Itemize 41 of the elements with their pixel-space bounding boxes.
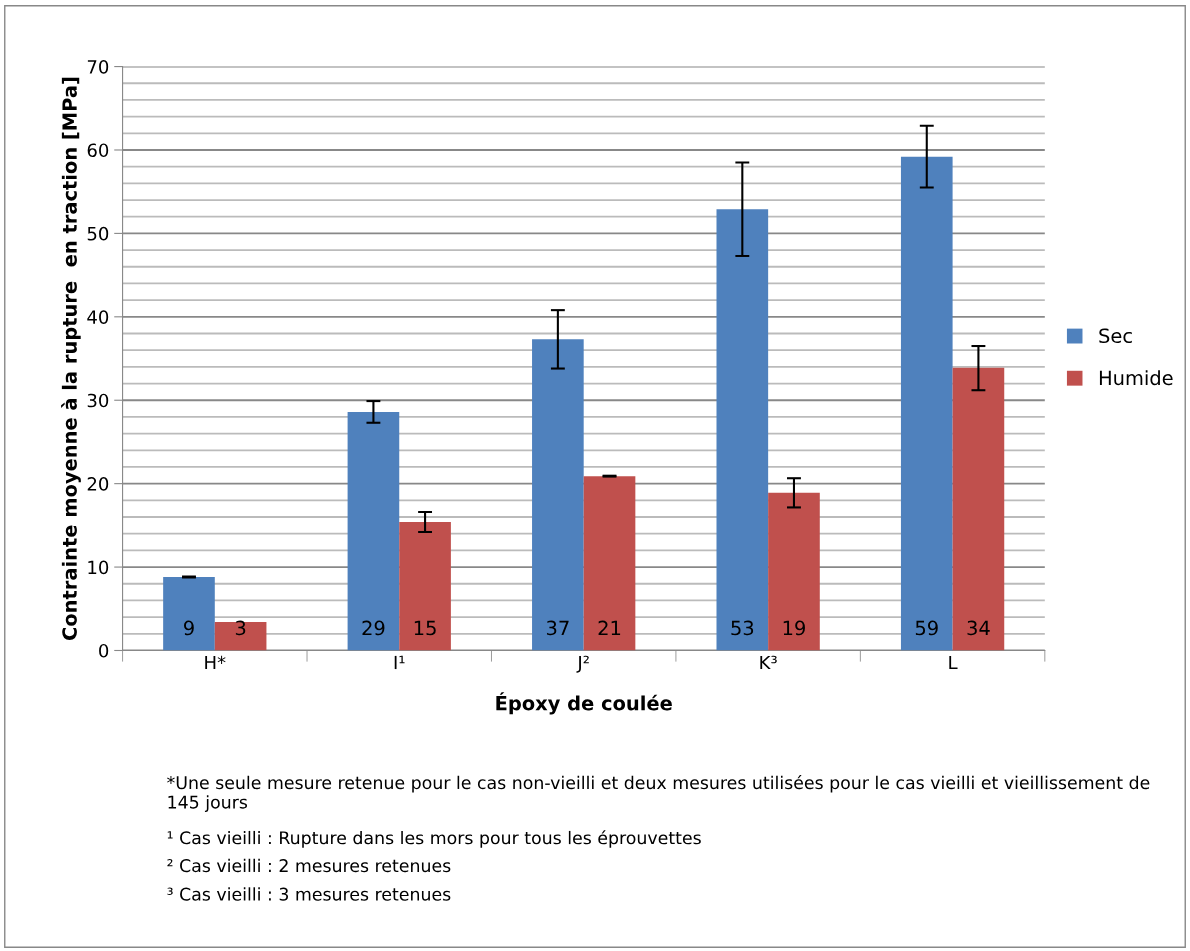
legend-label: Humide bbox=[1099, 370, 1173, 386]
y-axis-title: Contrainte moyenne à la rupture en traction [MPa] bbox=[61, 77, 81, 640]
data-label: 34 bbox=[967, 620, 990, 636]
bar bbox=[952, 367, 1005, 651]
bar bbox=[214, 622, 267, 651]
y-tick-label: 40 bbox=[87, 310, 109, 324]
y-tick-label: 70 bbox=[87, 60, 109, 74]
y-tick-label: 10 bbox=[88, 560, 109, 575]
y-tick-label: 50 bbox=[87, 226, 109, 241]
legend-label: Sec bbox=[1099, 328, 1132, 344]
data-label: 21 bbox=[598, 620, 621, 635]
text: ² Cas vieilli : 2 mesures retenues bbox=[167, 858, 451, 873]
bar bbox=[583, 476, 636, 651]
y-tick-label: 60 bbox=[87, 143, 109, 158]
data-label: 9 bbox=[184, 620, 194, 636]
y-tick-label: 30 bbox=[87, 393, 109, 408]
bar bbox=[900, 156, 953, 651]
data-label: 53 bbox=[731, 620, 754, 636]
bar bbox=[347, 411, 400, 651]
bar bbox=[163, 577, 215, 651]
x-tick-label: J² bbox=[576, 655, 589, 673]
text: ³ Cas vieilli : 3 mesures retenues bbox=[167, 887, 451, 901]
text: ¹ Cas vieilli : Rupture dans les mors pour tous les éprouvettes bbox=[167, 830, 701, 848]
y-tick-label: 0 bbox=[99, 643, 109, 658]
x-tick-label: K³ bbox=[760, 655, 777, 670]
x-tick-label: L bbox=[949, 655, 958, 670]
x-axis-title: Époxy de coulée bbox=[496, 692, 672, 715]
bar bbox=[768, 492, 820, 651]
data-label: 29 bbox=[362, 620, 385, 636]
bar bbox=[716, 209, 769, 651]
data-label: 59 bbox=[915, 620, 938, 636]
x-tick-label: H* bbox=[205, 655, 226, 670]
data-label: 19 bbox=[783, 620, 805, 636]
x-tick-label: I¹ bbox=[394, 655, 405, 670]
text: *Une seule mesure retenue pour le cas non-vieilli et deux mesures utilisées pour le cas vieilli et vieillissement de 145 jours bbox=[167, 775, 1150, 812]
y-tick-label: 20 bbox=[87, 477, 109, 491]
data-label: 3 bbox=[235, 620, 246, 636]
data-label: 37 bbox=[546, 620, 569, 636]
data-label: 15 bbox=[414, 620, 436, 636]
bar bbox=[399, 522, 451, 651]
bar bbox=[532, 339, 584, 651]
